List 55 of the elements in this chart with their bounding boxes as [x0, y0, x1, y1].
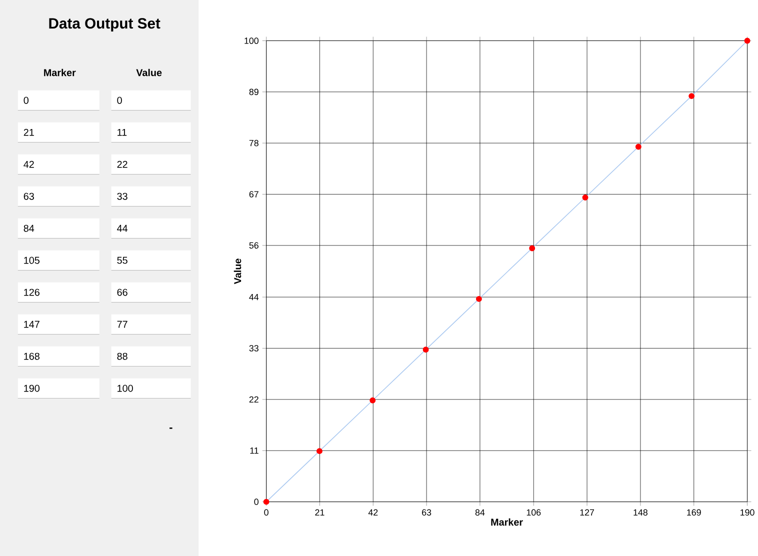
y-tick-label: 0 [254, 498, 259, 505]
x-tick-label: 63 [422, 509, 432, 516]
category-label: 21 [24, 128, 34, 136]
y-tick-label: 22 [249, 396, 258, 402]
text: 100 [118, 384, 133, 392]
y-tick-label: 89 [249, 88, 258, 95]
text: 11 [118, 128, 127, 136]
category-label: 105 [24, 256, 40, 264]
point [635, 144, 642, 150]
y-tick-label: 33 [249, 344, 258, 352]
text: 55 [117, 256, 128, 264]
y-tick-label: 100 [244, 37, 258, 44]
text: - [170, 427, 172, 429]
text: Data Output Set [49, 18, 160, 32]
text: 88 [117, 352, 128, 360]
x-axis-title: Marker [491, 518, 523, 526]
text: 22 [117, 160, 128, 168]
category-label: 0 [24, 96, 29, 104]
point [370, 397, 376, 404]
y-tick-label: 56 [249, 242, 258, 248]
category-label: 63 [24, 192, 34, 200]
x-tick-label: 42 [368, 509, 378, 516]
text: 66 [117, 288, 128, 296]
point [476, 296, 482, 302]
category-label: 42 [24, 160, 34, 168]
point [316, 448, 322, 454]
y-axis-title: Value [234, 258, 242, 284]
x-tick-label: 190 [740, 509, 754, 516]
point [688, 92, 695, 99]
y-tick-label: 67 [249, 190, 258, 198]
y-tick-label: 78 [249, 140, 258, 146]
category-label: 147 [24, 320, 40, 328]
category-label: 168 [24, 352, 40, 360]
x-tick-label: 21 [315, 509, 324, 516]
x-tick-label: 148 [634, 509, 648, 516]
x-tick-label: 84 [475, 509, 485, 516]
text: 44 [117, 224, 128, 232]
y-tick-label: 11 [250, 447, 258, 454]
x-tick-label: 106 [526, 509, 541, 516]
x-tick-label: 169 [687, 509, 701, 516]
text: 33 [117, 192, 128, 200]
point [582, 194, 588, 200]
text: Marker [44, 68, 76, 76]
point [422, 346, 429, 352]
point [263, 498, 270, 505]
category-label: 84 [24, 224, 34, 232]
text: 0 [117, 96, 122, 104]
x-tick-label: 0 [264, 509, 268, 516]
x-tick-label: 127 [580, 509, 594, 516]
category-label: 190 [24, 384, 40, 392]
text: 77 [117, 320, 128, 328]
point [529, 245, 536, 251]
y-tick-label: 44 [249, 294, 259, 300]
text: Value [136, 68, 162, 76]
category-label: 126 [24, 288, 40, 296]
